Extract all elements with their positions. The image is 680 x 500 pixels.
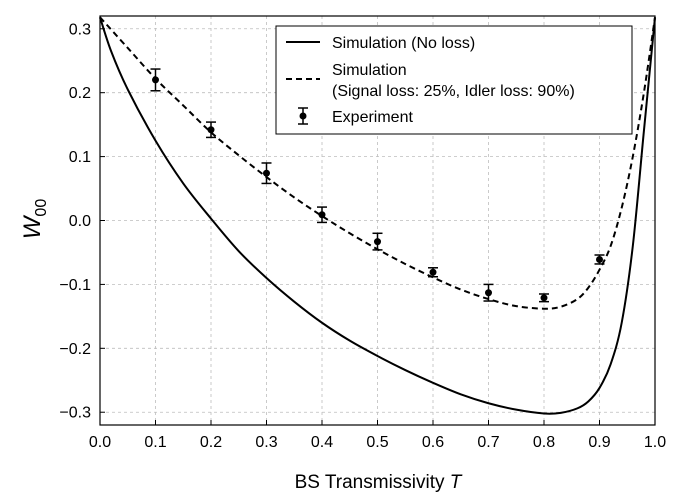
legend-label-with-loss: Simulation bbox=[332, 62, 407, 79]
data-point bbox=[374, 238, 381, 246]
series-line-with-loss bbox=[99, 16, 656, 310]
x-axis-label: BS Transmissivity T bbox=[295, 472, 463, 493]
x-axis-label-main: BS Transmissivity bbox=[295, 472, 450, 493]
y-axis-label-sub: 00 bbox=[33, 199, 50, 217]
ticks bbox=[99, 28, 656, 425]
data-point bbox=[485, 289, 492, 297]
data-point bbox=[207, 126, 215, 134]
x-axis-label-var: T bbox=[450, 472, 463, 493]
y-axis-label-var: W bbox=[19, 214, 46, 239]
tick-labels: 0.0 0.1 0.2 0.3 0.4 0.5 0.6 0.7 0.8 0.9 1.0 0.3 0.2 0… bbox=[59, 21, 666, 451]
curves bbox=[99, 16, 656, 415]
legend-label-no-loss: Simulation (No loss) bbox=[332, 35, 475, 52]
y-tick-label: 0.2 bbox=[69, 85, 91, 102]
y-tick-label: −0.3 bbox=[59, 405, 91, 422]
legend-marker bbox=[299, 112, 307, 120]
data-point bbox=[540, 294, 548, 302]
x-tick-label: 0.2 bbox=[200, 434, 222, 451]
x-tick-label: 0.6 bbox=[422, 434, 444, 451]
y-axis-label: W00 bbox=[19, 199, 50, 240]
y-tick-label: −0.2 bbox=[59, 341, 91, 358]
legend-label-with-loss-detail: (Signal loss: 25%, Idler loss: 90%) bbox=[332, 83, 575, 100]
data-point bbox=[596, 255, 603, 263]
experiment-markers bbox=[150, 68, 605, 303]
x-tick-label: 0.7 bbox=[477, 434, 499, 451]
x-tick-label: 0.0 bbox=[89, 434, 111, 451]
data-point bbox=[263, 169, 270, 177]
x-tick-label: 0.4 bbox=[311, 434, 333, 451]
legend: Simulation (No loss) Simulation (Signal … bbox=[275, 25, 633, 135]
data-point bbox=[152, 76, 159, 84]
legend-box bbox=[275, 25, 633, 135]
y-tick-label: −0.1 bbox=[59, 277, 91, 294]
x-tick-label: 0.8 bbox=[533, 434, 555, 451]
y-tick-label: 0.3 bbox=[69, 21, 91, 38]
x-tick-label: 1.0 bbox=[644, 434, 666, 451]
legend-label-experiment: Experiment bbox=[332, 109, 413, 126]
x-tick-label: 0.5 bbox=[366, 434, 388, 451]
data-point bbox=[318, 211, 326, 219]
series-line-no-loss bbox=[99, 16, 656, 415]
x-tick-label: 0.3 bbox=[255, 434, 277, 451]
y-tick-label: 0.1 bbox=[69, 149, 91, 166]
x-tick-label: 0.9 bbox=[588, 434, 610, 451]
x-tick-label: 0.1 bbox=[144, 434, 166, 451]
data-point bbox=[429, 268, 437, 276]
y-tick-label: 0.0 bbox=[69, 213, 91, 230]
